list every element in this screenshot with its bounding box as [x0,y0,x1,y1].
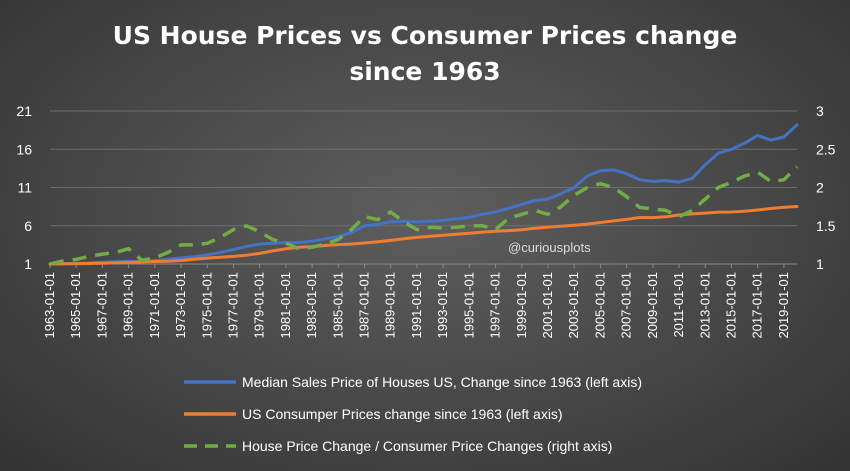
y-left-tick-label: 21 [16,103,32,119]
legend-label-0: Median Sales Price of Houses US, Change … [242,374,642,390]
x-tick-label: 2009-01-01 [645,272,660,339]
legend: Median Sales Price of Houses US, Change … [184,374,642,454]
y-left-tick-label: 1 [24,256,32,272]
x-tick-label: 2017-01-01 [750,272,765,339]
x-tick-label: 1973-01-01 [173,272,188,339]
x-tick-label: 1991-01-01 [409,272,424,339]
x-tick-label: 2005-01-01 [592,272,607,339]
legend-label-1: US Consumper Prices change since 1963 (l… [242,406,563,422]
x-tick-label: 2011-01-01 [671,272,686,338]
y-left-tick-label: 16 [16,141,32,157]
y-left-tick-label: 11 [17,180,32,196]
series-lines [48,123,799,266]
x-tick-label: 1999-01-01 [514,272,529,339]
x-tick-label: 1981-01-01 [278,272,293,339]
x-tick-label: 1977-01-01 [225,272,240,339]
series-line-0 [48,123,799,266]
legend-label-2: House Price Change / Consumer Price Chan… [242,438,612,454]
y-left-tick-label: 6 [24,218,32,234]
chart-title-line-1: US House Prices vs Consumer Prices chang… [113,21,738,50]
y-right-tick-label: 2.5 [816,141,836,157]
x-tick-label: 1967-01-01 [94,272,109,339]
series-line-1 [48,205,799,266]
x-tick-label: 1985-01-01 [330,272,345,339]
x-tick-label: 2013-01-01 [697,272,712,339]
x-tick-label: 1995-01-01 [461,272,476,339]
x-tick-label: 2007-01-01 [619,272,634,339]
x-tick-label: 2019-01-01 [776,272,791,339]
x-tick-label: 1989-01-01 [383,272,398,339]
chart-title-line-2: since 1963 [349,57,500,86]
x-tick-label: 1993-01-01 [435,272,450,339]
x-tick-label: 2001-01-01 [540,272,555,339]
x-tick-label: 2003-01-01 [566,272,581,339]
x-tick-label: 2015-01-01 [723,272,738,339]
watermark: @curiousplots [508,240,591,255]
x-tick-label: 1963-01-01 [42,272,57,339]
x-tick-label: 1987-01-01 [357,272,372,339]
x-tick-label: 1971-01-01 [147,272,162,339]
y-right-tick-label: 1 [816,256,824,272]
y-right-tick-label: 2 [816,180,824,196]
gridlines [50,110,797,265]
x-tick-label: 1983-01-01 [304,272,319,339]
x-tick-label: 1979-01-01 [252,272,267,339]
y-right-tick-label: 3 [816,103,824,119]
y-right-tick-label: 1.5 [816,218,836,234]
x-tick-label: 1969-01-01 [121,272,136,339]
x-tick-label: 1975-01-01 [199,272,214,339]
x-tick-label: 1965-01-01 [68,272,83,339]
x-tick-label: 1997-01-01 [488,272,503,339]
